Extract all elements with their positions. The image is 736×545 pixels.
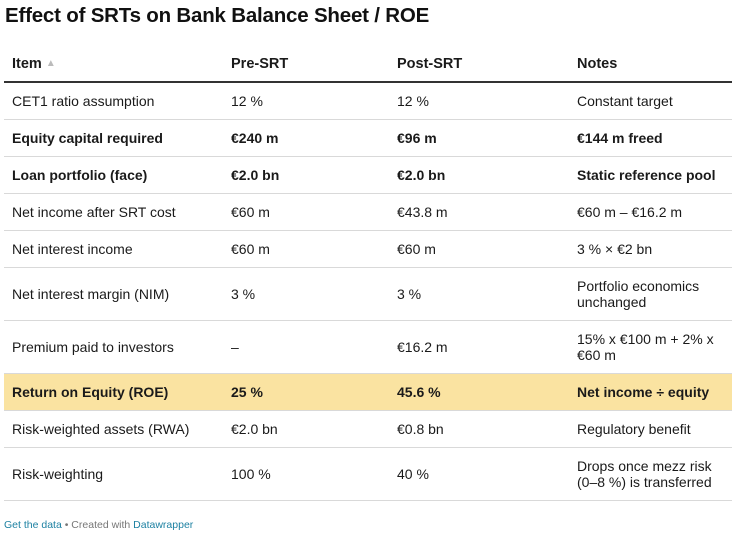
cell-pre-srt: 25 %: [231, 384, 263, 400]
table-row: Loan portfolio (face) €2.0 bn €2.0 bn Stati…: [4, 157, 732, 194]
cell-pre-srt: –: [231, 339, 239, 355]
cell-notes: 3 % × €2 bn: [577, 241, 653, 257]
table-row: Risk-weighted assets (RWA) €2.0 bn €0.8 bn…: [4, 411, 732, 448]
column-header-label: Item: [12, 55, 42, 72]
cell-pre-srt: €2.0 bn: [231, 421, 278, 437]
cell-post-srt: €60 m: [397, 241, 436, 257]
cell-post-srt: 40 %: [397, 466, 429, 482]
table-row: Risk-weighting 100 % 40 % Drops once mezz r…: [4, 448, 732, 501]
cell-pre-srt: €2.0 bn: [231, 167, 280, 183]
cell-item: Net income after SRT cost: [12, 204, 176, 220]
cell-notes: Regulatory benefit: [577, 421, 691, 437]
table-row: Net interest income €60 m €60 m 3 % × €2 bn: [4, 231, 732, 268]
cell-item: Risk-weighted assets (RWA): [12, 421, 190, 437]
datawrapper-link[interactable]: Datawrapper: [133, 519, 194, 531]
cell-notes: €60 m – €16.2 m: [577, 204, 683, 220]
cell-item: Net interest margin (NIM): [12, 286, 170, 302]
chart-title: Effect of SRTs on Bank Balance Sheet / R…: [5, 4, 430, 27]
get-data-link[interactable]: Get the data: [4, 519, 62, 531]
table-header-row: Item ▲ Pre-SRT Post-SRT Notes: [4, 46, 732, 83]
cell-item: CET1 ratio assumption: [12, 93, 155, 109]
cell-notes: €144 m freed: [577, 130, 663, 146]
cell-post-srt: €0.8 bn: [397, 421, 444, 437]
cell-notes: Net income ÷ equity: [577, 384, 710, 400]
cell-notes: Portfolio economics unchanged: [577, 278, 700, 310]
footer-separator: • Created with: [61, 519, 134, 531]
data-table: Item ▲ Pre-SRT Post-SRT Notes CET1 ratio…: [4, 46, 732, 501]
cell-post-srt: 45.6 %: [397, 384, 441, 400]
cell-item: Premium paid to investors: [12, 339, 174, 355]
cell-pre-srt: 12 %: [231, 93, 263, 109]
cell-pre-srt: 3 %: [231, 286, 256, 302]
cell-item: Risk-weighting: [12, 466, 104, 482]
cell-item: Net interest income: [12, 241, 133, 257]
chart-footer: Get the data • Created with Datawrapper: [4, 519, 193, 531]
cell-post-srt: €16.2 m: [397, 339, 448, 355]
column-header-post-srt[interactable]: Post-SRT: [397, 55, 463, 72]
cell-pre-srt: 100 %: [231, 466, 271, 482]
cell-item: Loan portfolio (face): [12, 167, 148, 183]
table-row: Net income after SRT cost €60 m €43.8 m €60…: [4, 194, 732, 231]
cell-post-srt: €43.8 m: [397, 204, 448, 220]
cell-notes: Constant target: [577, 93, 673, 109]
table-row: CET1 ratio assumption 12 % 12 % Constant ta…: [4, 83, 732, 120]
sort-ascending-icon[interactable]: ▲: [45, 57, 56, 69]
table-body: CET1 ratio assumption 12 % 12 % Constant ta…: [4, 83, 732, 501]
table-row: Net interest margin (NIM) 3 % 3 % Portfolio…: [4, 268, 732, 321]
cell-post-srt: €96 m: [397, 130, 437, 146]
cell-notes: Static reference pool: [577, 167, 716, 183]
cell-item: Return on Equity (ROE): [12, 384, 169, 400]
cell-pre-srt: €60 m: [231, 204, 270, 220]
cell-notes: 15% x €100 m + 2% x €60 m: [577, 331, 714, 363]
cell-post-srt: 12 %: [397, 93, 429, 109]
cell-pre-srt: €60 m: [231, 241, 270, 257]
cell-post-srt: €2.0 bn: [397, 167, 446, 183]
cell-pre-srt: €240 m: [231, 130, 279, 146]
cell-notes: Drops once mezz risk (0–8 %) is transfer…: [577, 458, 712, 490]
column-header-pre-srt[interactable]: Pre-SRT: [231, 55, 289, 72]
table-row-highlighted: Return on Equity (ROE) 25 % 45.6 % Net inco…: [4, 374, 732, 411]
cell-item: Equity capital required: [12, 130, 163, 146]
column-header-item[interactable]: Item ▲: [12, 46, 226, 81]
cell-post-srt: 3 %: [397, 286, 422, 302]
column-header-notes[interactable]: Notes: [577, 55, 618, 72]
table-row: Premium paid to investors – €16.2 m 15% x €…: [4, 321, 732, 374]
table-row: Equity capital required €240 m €96 m €144 m…: [4, 120, 732, 157]
